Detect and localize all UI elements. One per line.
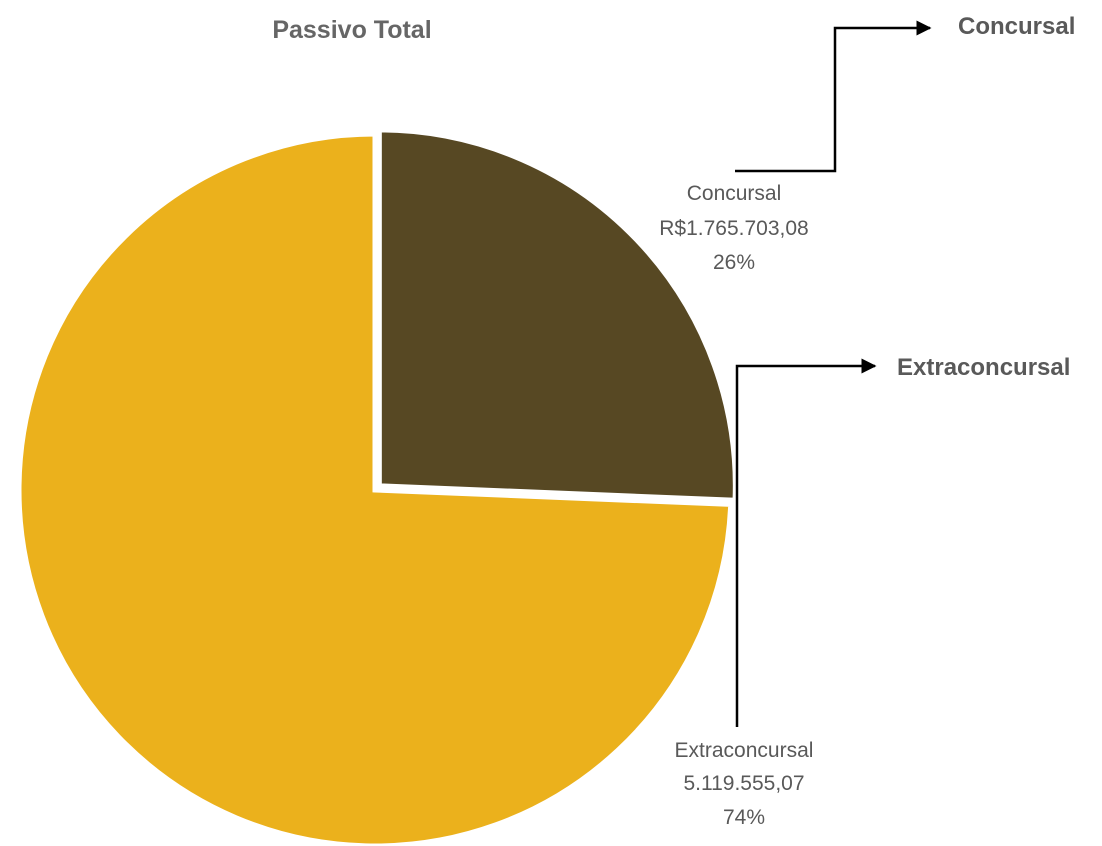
legend-connectors (735, 20, 932, 727)
data-label-extraconcursal-name: Extraconcursal (675, 739, 814, 762)
pie-slice-concursal (376, 127, 738, 503)
connector-concursal (735, 20, 932, 173)
pie-slice-extraconcursal (16, 131, 734, 846)
data-label-extraconcursal-value: 5.119.555,07 (683, 772, 804, 795)
data-label-concursal-name: Concursal (687, 182, 782, 205)
data-label-concursal: Concursal R$1.765.703,08 26% (659, 182, 808, 274)
data-label-concursal-percent: 26% (713, 251, 755, 274)
chart-title: Passivo Total (272, 16, 431, 44)
data-label-extraconcursal-percent: 74% (723, 806, 765, 829)
connector-extraconcursal (735, 358, 877, 727)
pie-slices (16, 127, 738, 846)
legend-entry-extraconcursal: Extraconcursal (897, 354, 1070, 381)
legend-entry-concursal: Concursal (958, 13, 1075, 40)
data-label-extraconcursal: Extraconcursal 5.119.555,07 74% (675, 739, 814, 829)
data-label-concursal-value: R$1.765.703,08 (659, 217, 808, 240)
